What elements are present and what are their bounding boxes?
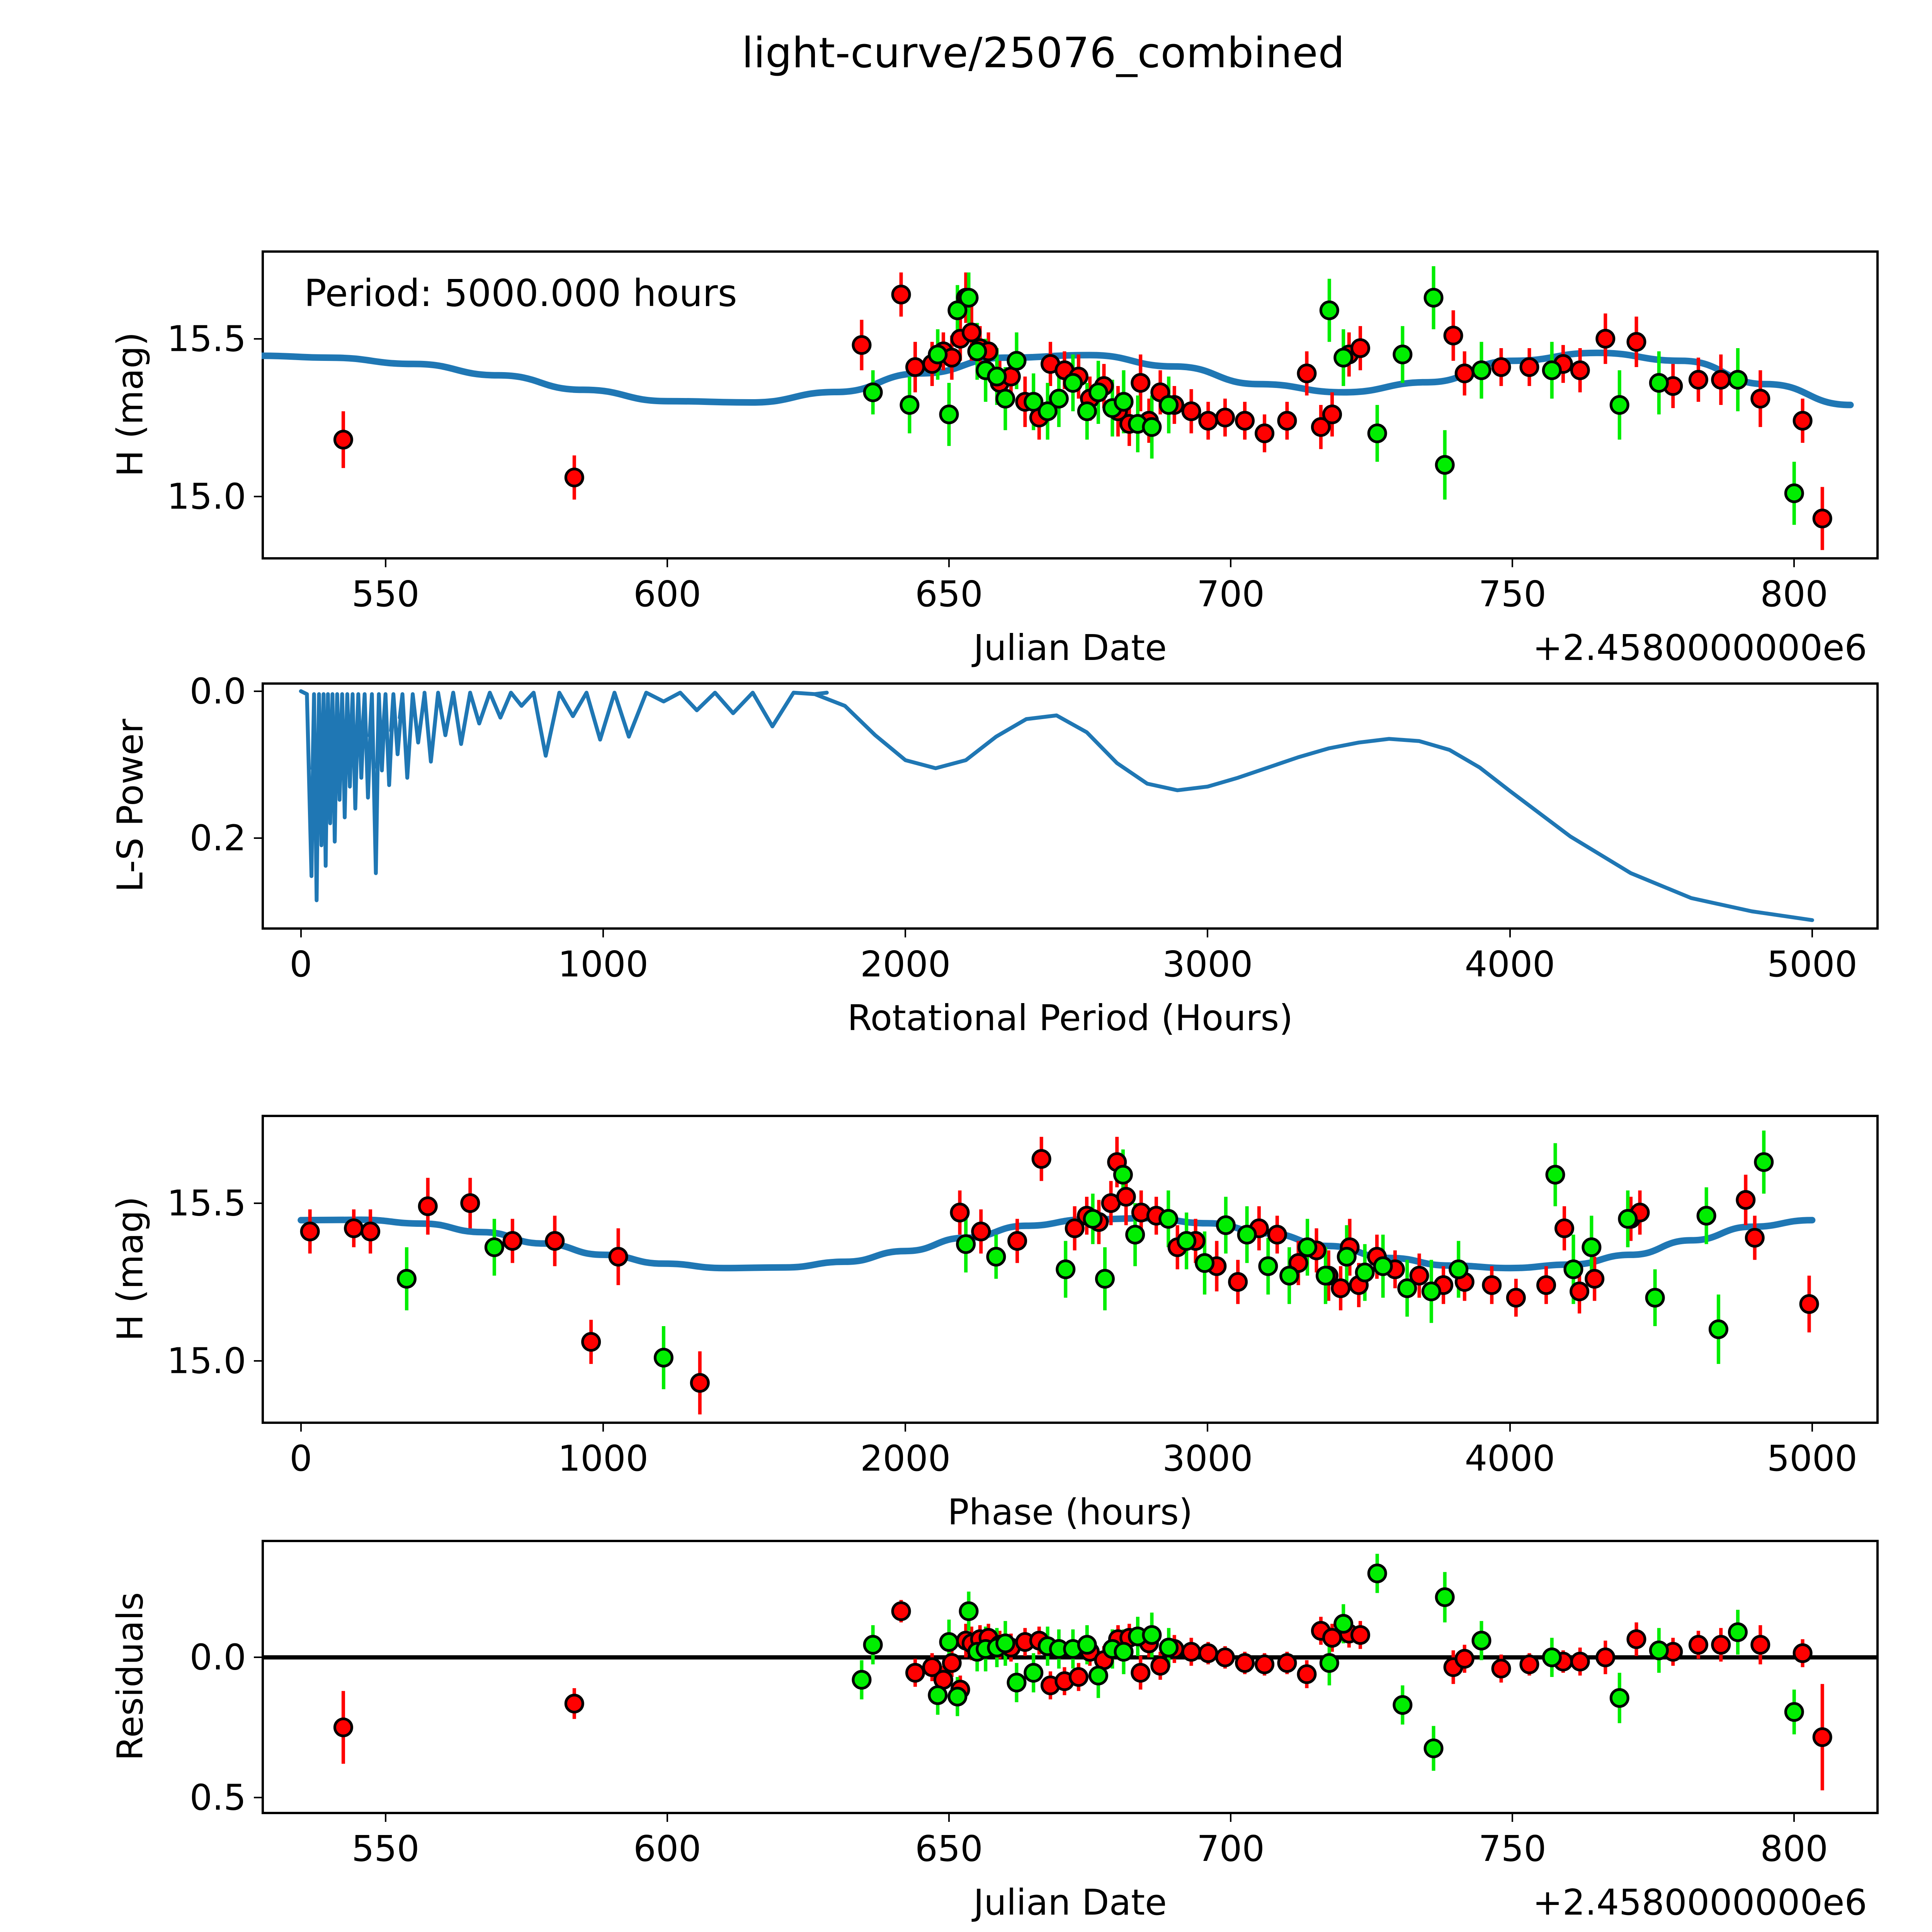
x-tickmark bbox=[1793, 560, 1795, 567]
x-tick-label: 3000 bbox=[1162, 944, 1253, 985]
x-tickmark bbox=[1793, 1814, 1795, 1822]
y-tickmark bbox=[254, 1360, 262, 1362]
x-tickmark bbox=[300, 1424, 302, 1432]
x-tickmark bbox=[300, 930, 302, 937]
y-tick-label: 15.0 bbox=[167, 476, 246, 517]
y-tickmark bbox=[254, 1796, 262, 1798]
x-tickmark bbox=[666, 560, 668, 567]
x-tickmark bbox=[1230, 1814, 1232, 1822]
x-tick-label: 600 bbox=[633, 573, 701, 615]
panel-periodogram-xlabel: Rotational Period (Hours) bbox=[847, 997, 1293, 1039]
x-tickmark bbox=[1512, 1814, 1514, 1822]
x-tick-label: 2000 bbox=[860, 944, 951, 985]
y-tick-label: 15.5 bbox=[167, 318, 246, 360]
panel-residuals bbox=[262, 1540, 1879, 1814]
x-tickmark bbox=[384, 560, 386, 567]
x-tickmark bbox=[948, 1814, 950, 1822]
x-tickmark bbox=[602, 930, 604, 937]
y-tickmark bbox=[254, 837, 262, 839]
x-tickmark bbox=[1230, 560, 1232, 567]
x-tick-label: 0 bbox=[289, 1438, 312, 1479]
x-tickmark bbox=[1207, 930, 1209, 937]
y-tickmark bbox=[254, 338, 262, 340]
x-tick-label: 4000 bbox=[1464, 944, 1555, 985]
x-tick-label: 650 bbox=[915, 1828, 983, 1869]
y-tickmark bbox=[254, 1202, 262, 1204]
x-tick-label: 1000 bbox=[558, 1438, 648, 1479]
y-tick-label: 0.2 bbox=[189, 817, 246, 859]
x-tickmark bbox=[384, 1814, 386, 1822]
y-tickmark bbox=[254, 1656, 262, 1658]
panel-lightcurve bbox=[262, 250, 1879, 560]
x-tickmark bbox=[948, 560, 950, 567]
panel-residuals-xoffset: +2.4580000000e6 bbox=[1532, 1882, 1867, 1923]
y-tick-label: 0.5 bbox=[189, 1777, 246, 1818]
x-tickmark bbox=[1811, 930, 1813, 937]
x-tickmark bbox=[1512, 560, 1514, 567]
x-tickmark bbox=[1509, 1424, 1511, 1432]
x-tickmark bbox=[666, 1814, 668, 1822]
x-tick-label: 550 bbox=[351, 1828, 420, 1869]
x-tick-label: 2000 bbox=[860, 1438, 951, 1479]
y-tick-label: 15.0 bbox=[167, 1340, 246, 1382]
x-tick-label: 750 bbox=[1478, 1828, 1546, 1869]
x-tickmark bbox=[905, 1424, 906, 1432]
x-tick-label: 800 bbox=[1760, 573, 1828, 615]
x-tick-label: 3000 bbox=[1162, 1438, 1253, 1479]
page-title: light-curve/25076_combined bbox=[742, 29, 1345, 77]
panel-phasefold-xlabel: Phase (hours) bbox=[947, 1492, 1193, 1533]
x-tickmark bbox=[1207, 1424, 1209, 1432]
y-tick-label: 0.0 bbox=[189, 1636, 246, 1678]
x-tick-label: 1000 bbox=[558, 944, 648, 985]
x-tick-label: 650 bbox=[915, 573, 983, 615]
x-tick-label: 600 bbox=[633, 1828, 701, 1869]
y-tickmark bbox=[254, 690, 262, 692]
x-tickmark bbox=[1811, 1424, 1813, 1432]
x-tick-label: 5000 bbox=[1767, 944, 1857, 985]
x-tickmark bbox=[1509, 930, 1511, 937]
y-tick-label: 0.0 bbox=[189, 670, 246, 712]
y-tickmark bbox=[254, 495, 262, 497]
panel-residuals-xlabel: Julian Date bbox=[973, 1882, 1167, 1923]
x-tick-label: 700 bbox=[1197, 1828, 1265, 1869]
x-tick-label: 700 bbox=[1197, 573, 1265, 615]
x-tick-label: 750 bbox=[1478, 573, 1546, 615]
panel-lightcurve-xlabel: Julian Date bbox=[973, 627, 1167, 668]
panel-lightcurve-xoffset: +2.4580000000e6 bbox=[1532, 627, 1867, 668]
period-annotation: Period: 5000.000 hours bbox=[304, 272, 737, 315]
panel-residuals-ylabel: Residuals bbox=[109, 1592, 151, 1761]
x-tick-label: 800 bbox=[1760, 1828, 1828, 1869]
x-tick-label: 5000 bbox=[1767, 1438, 1857, 1479]
x-tick-label: 0 bbox=[289, 944, 312, 985]
x-tickmark bbox=[905, 930, 906, 937]
x-tickmark bbox=[602, 1424, 604, 1432]
x-tick-label: 550 bbox=[351, 573, 420, 615]
y-tick-label: 15.5 bbox=[167, 1182, 246, 1224]
x-tick-label: 4000 bbox=[1464, 1438, 1555, 1479]
